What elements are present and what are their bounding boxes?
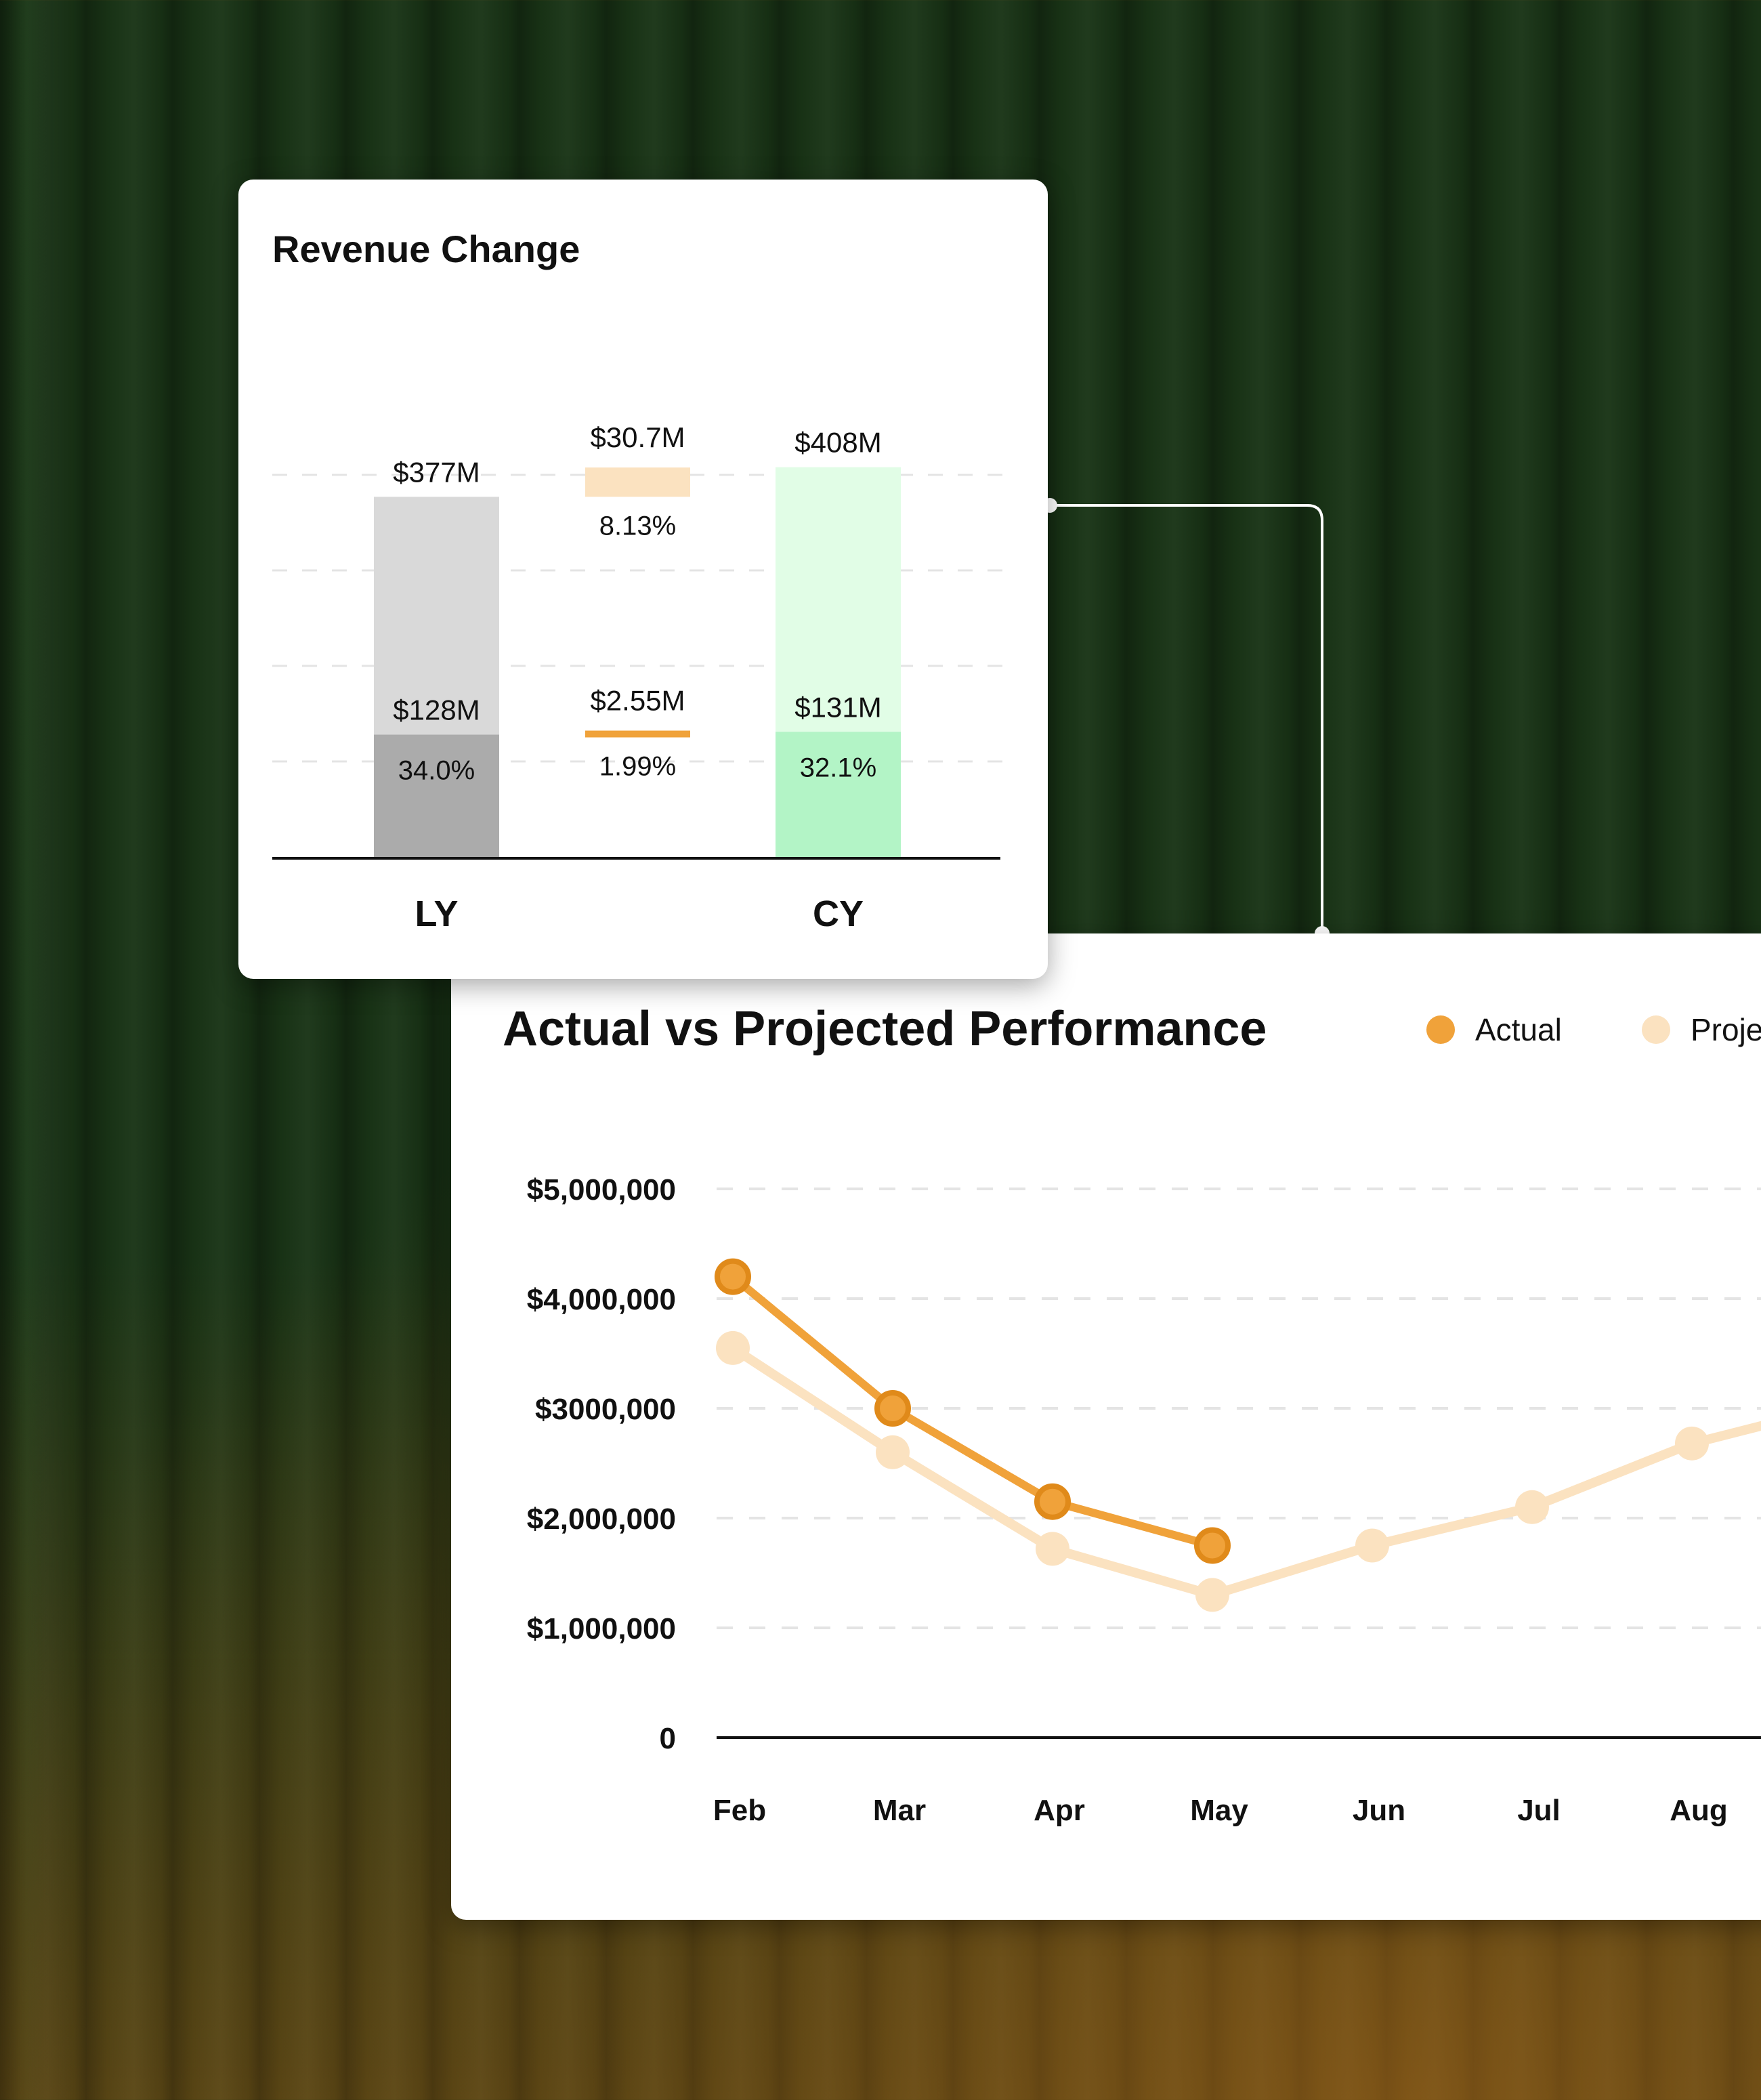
x-tick-label: Mar [873, 1794, 926, 1827]
y-tick-label: $5,000,000 [527, 1173, 676, 1206]
performance-card: Actual vs Projected Performance Actual P… [451, 933, 1761, 1920]
delta-pct-label: 1.99% [599, 752, 676, 782]
y-tick-label: $2,000,000 [527, 1503, 676, 1536]
delta-pct-label: 8.13% [599, 511, 676, 541]
point-projected [876, 1435, 910, 1469]
bar-lower-label: $128M [393, 694, 480, 726]
point-projected [1195, 1578, 1229, 1612]
bar-chart: $377M $128M 34.0% LY $408M $131M 32.1% CY $30.7M… [272, 421, 1014, 934]
point-projected [1036, 1532, 1069, 1566]
point-projected [1515, 1490, 1549, 1524]
point-projected [1675, 1426, 1709, 1461]
point-actual [715, 1258, 751, 1295]
x-tick-label: Aug [1670, 1794, 1728, 1827]
bar-lower-pct: 34.0% [398, 756, 475, 786]
bar-lower-cy [776, 732, 901, 857]
point-projected [716, 1330, 750, 1365]
y-tick-label: $3000,000 [535, 1393, 676, 1426]
legend-projected[interactable]: Proje [1642, 1011, 1761, 1048]
bar-lower-pct: 32.1% [800, 753, 876, 782]
bar-lower-ly [374, 734, 499, 857]
point-actual [1194, 1527, 1231, 1564]
delta-value-label: $30.7M [590, 421, 685, 453]
x-tick-label: Jun [1353, 1794, 1405, 1827]
performance-title: Actual vs Projected Performance [503, 1002, 1267, 1056]
line-chart: $5,000,000 $4,000,000 $3000,000 $2,000,000 $… [527, 1173, 1761, 1827]
bar-total-label: $377M [393, 456, 480, 488]
point-actual [1034, 1483, 1071, 1520]
legend-label: Actual [1475, 1012, 1562, 1047]
x-tick-label: Feb [713, 1794, 766, 1827]
legend-label: Proje [1691, 1012, 1761, 1047]
x-tick-label: Jul [1517, 1794, 1561, 1827]
bar-lower-label: $131M [794, 691, 881, 723]
y-tick-label: $4,000,000 [527, 1283, 676, 1316]
series-line-actual [729, 1272, 1216, 1550]
delta-bar [585, 467, 690, 497]
legend-dot-icon [1642, 1015, 1670, 1044]
series-line-projected [728, 1343, 1761, 1600]
legend-actual[interactable]: Actual [1426, 1011, 1562, 1048]
legend-dot-icon [1426, 1015, 1455, 1044]
bar-total-label: $408M [794, 427, 881, 459]
x-tick-label: CY [813, 894, 864, 934]
delta-value-label: $2.55M [590, 685, 685, 717]
x-tick-label: LY [415, 894, 458, 934]
x-tick-label: May [1190, 1794, 1248, 1827]
revenue-card: Revenue Change $377M $128M 34.0% LY $408M $13… [238, 180, 1048, 979]
delta-bar [585, 730, 690, 738]
y-tick-label: $1,000,000 [527, 1612, 676, 1645]
revenue-title: Revenue Change [272, 228, 580, 270]
x-tick-label: Apr [1034, 1794, 1085, 1827]
y-tick-label: 0 [660, 1722, 676, 1755]
point-actual [874, 1390, 911, 1427]
point-projected [1355, 1528, 1389, 1563]
